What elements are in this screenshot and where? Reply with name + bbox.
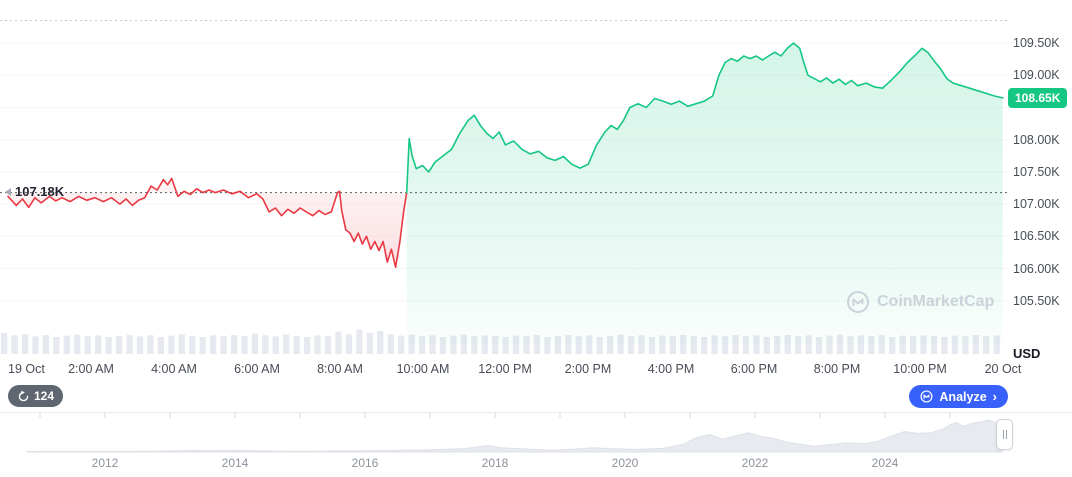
watermark-text: CoinMarketCap xyxy=(877,293,995,310)
timeline-year-label: 2018 xyxy=(481,456,509,470)
chart-controls: 124 Analyze › xyxy=(0,385,1072,411)
x-axis-label: 8:00 AM xyxy=(317,362,363,376)
x-axis-label: 2:00 PM xyxy=(564,362,612,376)
analyze-button[interactable]: Analyze › xyxy=(909,385,1008,408)
currency-label[interactable]: USD xyxy=(1013,346,1041,361)
y-axis-label: 105.50K xyxy=(1013,294,1060,308)
history-count: 124 xyxy=(34,389,55,403)
y-axis-label: 108.00K xyxy=(1013,133,1060,147)
coinmarketcap-watermark: CoinMarketCap xyxy=(846,290,994,314)
x-axis-label: 6:00 AM xyxy=(234,362,280,376)
x-axis-label: 2:00 AM xyxy=(68,362,114,376)
timeline-year-label: 2012 xyxy=(91,456,119,470)
y-axis-label: 106.00K xyxy=(1013,262,1060,276)
chevron-right-icon: › xyxy=(992,389,997,404)
timeline-right-handle[interactable] xyxy=(996,419,1013,450)
x-axis-label: 4:00 AM xyxy=(151,362,197,376)
y-axis-label: 109.50K xyxy=(1013,36,1060,50)
history-icon xyxy=(18,390,29,401)
price-chart-canvas[interactable] xyxy=(0,0,1010,355)
current-price-badge: 108.65K xyxy=(1008,88,1068,108)
x-axis-label: 12:00 PM xyxy=(478,362,532,376)
analyze-label: Analyze xyxy=(939,389,987,404)
baseline-price-text: 107.18K xyxy=(15,184,65,199)
timeline-year-label: 2016 xyxy=(351,456,379,470)
x-axis-label: 6:00 PM xyxy=(730,362,778,376)
analyze-logo-icon xyxy=(920,390,933,403)
baseline-price-label: 107.18K xyxy=(5,184,64,199)
x-axis-label: 19 Oct xyxy=(8,362,45,376)
x-axis-label: 10:00 PM xyxy=(893,362,947,376)
x-axis-label: 20 Oct xyxy=(984,362,1022,376)
baseline-marker-icon xyxy=(5,187,11,196)
timeline-year-label: 2020 xyxy=(611,456,639,470)
main-chart[interactable]: 107.18K CoinMarketCap 109.50K 109.00K 108.… xyxy=(0,0,1072,361)
timeline-scrubber[interactable] xyxy=(0,412,1072,456)
timeline-chart[interactable] xyxy=(0,412,1072,456)
coinmarketcap-logo-icon xyxy=(847,291,869,313)
timeline-year-label: 2022 xyxy=(741,456,769,470)
y-axis-label: 107.00K xyxy=(1013,197,1060,211)
history-count-badge[interactable]: 124 xyxy=(8,385,64,407)
y-axis-label: 109.00K xyxy=(1013,68,1060,82)
x-axis-label: 4:00 PM xyxy=(647,362,695,376)
timeline-year-axis: 2012 2014 2016 2018 2020 2022 2024 xyxy=(0,456,1072,474)
timeline-year-label: 2014 xyxy=(221,456,249,470)
timeline-year-label: 2024 xyxy=(871,456,899,470)
x-axis-label: 10:00 AM xyxy=(396,362,450,376)
x-axis: 19 Oct 2:00 AM 4:00 AM 6:00 AM 8:00 AM 10:00 … xyxy=(0,362,1072,382)
y-axis-label: 107.50K xyxy=(1013,165,1060,179)
y-axis-label: 106.50K xyxy=(1013,229,1060,243)
x-axis-label: 8:00 PM xyxy=(813,362,861,376)
